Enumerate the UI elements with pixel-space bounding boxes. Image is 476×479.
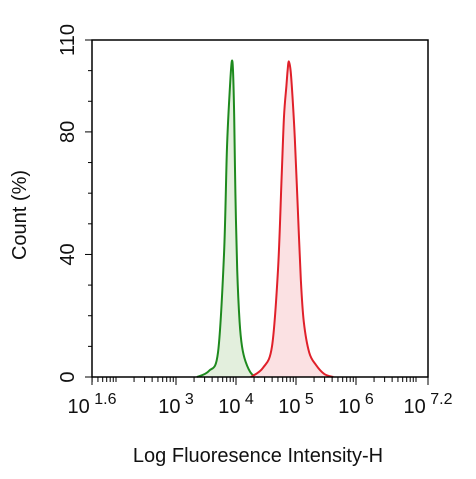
x-tick-label: 10 4 bbox=[218, 391, 254, 418]
y-axis-label: Count (%) bbox=[9, 170, 31, 260]
x-tick-base: 10 bbox=[278, 396, 300, 418]
plot-frame bbox=[91, 39, 429, 378]
x-tick-exponent: 5 bbox=[300, 391, 313, 408]
x-tick-label: 10 5 bbox=[278, 391, 314, 418]
x-axis-ticks: 10 1.6 10 3 10 4 10 5 10 6 10 7.2 bbox=[68, 377, 453, 418]
y-axis-ticks: 0 40 80 110 bbox=[57, 24, 92, 383]
x-tick-base: 10 bbox=[404, 396, 426, 418]
y-tick-label: 0 bbox=[57, 371, 79, 382]
series-1-area bbox=[197, 60, 259, 378]
x-tick-base: 10 bbox=[158, 396, 180, 418]
x-tick-exponent: 1.6 bbox=[90, 391, 117, 408]
series-areas bbox=[196, 59, 334, 378]
x-tick-label: 10 3 bbox=[158, 391, 194, 418]
y-tick-label: 40 bbox=[57, 243, 79, 265]
series-2-area bbox=[251, 61, 334, 378]
x-tick-base: 10 bbox=[338, 396, 360, 418]
x-tick-base: 10 bbox=[218, 396, 240, 418]
series-1-line bbox=[196, 59, 260, 378]
y-tick-label: 80 bbox=[57, 121, 79, 143]
x-tick-exponent: 7.2 bbox=[426, 391, 453, 408]
x-tick-label: 10 1.6 bbox=[68, 391, 117, 418]
x-tick-label: 10 6 bbox=[338, 391, 374, 418]
x-tick-label: 10 7.2 bbox=[404, 391, 453, 418]
x-tick-exponent: 4 bbox=[240, 391, 253, 408]
x-tick-exponent: 3 bbox=[180, 391, 193, 408]
x-tick-base: 10 bbox=[68, 396, 90, 418]
x-tick-exponent: 6 bbox=[360, 391, 373, 408]
series-2-line bbox=[250, 60, 334, 378]
y-tick-label: 110 bbox=[57, 24, 79, 56]
x-axis-label: Log Fluoresence Intensity-H bbox=[133, 445, 383, 467]
